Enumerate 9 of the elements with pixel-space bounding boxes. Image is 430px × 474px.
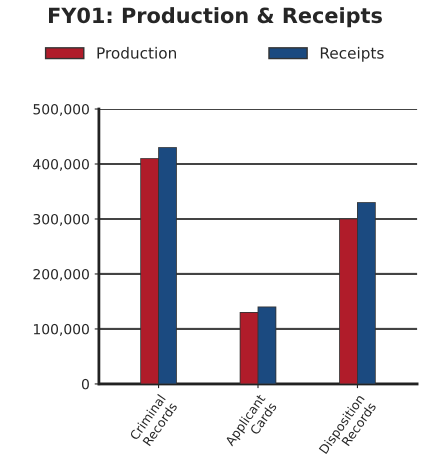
legend-label: Receipts bbox=[320, 46, 384, 62]
y-tick-label: 100,000 bbox=[34, 324, 89, 336]
y-tick-label: 0 bbox=[82, 378, 89, 390]
y-tick-label: 200,000 bbox=[33, 268, 89, 281]
chart-title: FY01: Production & Receipts bbox=[49, 7, 382, 28]
y-tick-label: 400,000 bbox=[33, 158, 89, 171]
y-tick-label: 300,000 bbox=[33, 214, 89, 226]
y-tick-label: 500,000 bbox=[34, 104, 89, 116]
legend-label: Production bbox=[98, 46, 176, 59]
